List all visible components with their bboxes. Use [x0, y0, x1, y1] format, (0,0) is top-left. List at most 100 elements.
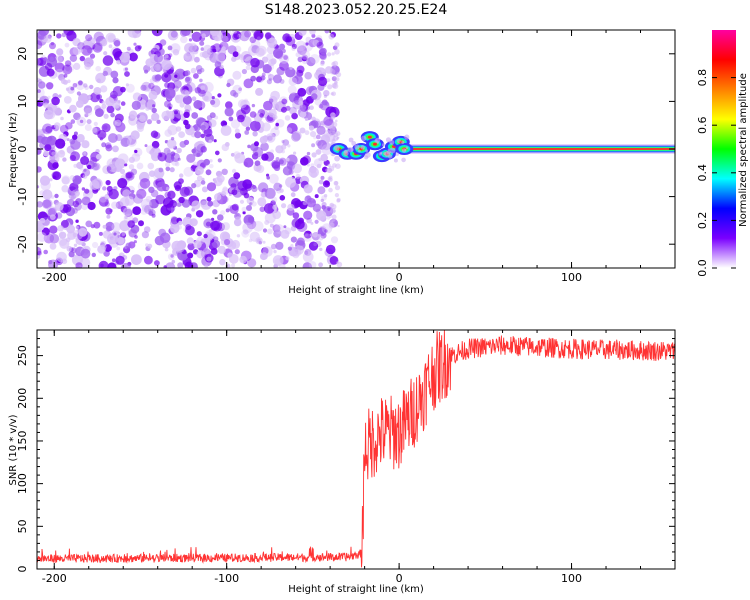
heatmap-cell: [79, 55, 86, 62]
heatmap-cell: [153, 170, 164, 181]
heatmap-cell: [335, 77, 340, 82]
heatmap-cell: [246, 205, 252, 211]
heatmap-cell: [309, 200, 313, 204]
heatmap-cell: [131, 100, 141, 110]
heatmap-cell: [154, 235, 165, 246]
heatmap-cell: [262, 240, 266, 244]
heatmap-cell: [320, 61, 325, 66]
heatmap-cell: [291, 112, 298, 120]
heatmap-cell: [343, 150, 349, 156]
heatmap-cell: [311, 116, 316, 122]
heatmap-cell: [113, 186, 118, 191]
heatmap-cell: [72, 200, 80, 208]
heatmap-cell: [148, 150, 153, 155]
heatmap-cell: [329, 256, 339, 265]
heatmap-cell: [148, 82, 155, 90]
heatmap-cell: [332, 209, 336, 213]
heatmap-cell: [278, 184, 283, 188]
heatmap-cell: [334, 76, 336, 79]
heatmap-cell: [128, 164, 135, 170]
heatmap-cell: [145, 195, 152, 203]
colorbar-tick-label: 0.4: [696, 164, 709, 182]
heatmap-cell: [244, 130, 250, 135]
heatmap-cell: [271, 159, 281, 169]
heatmap-cell: [234, 249, 240, 255]
heatmap-cell: [270, 58, 277, 65]
heatmap-cell: [318, 262, 323, 268]
heatmap-cell: [87, 164, 92, 170]
heatmap-cell: [110, 70, 119, 79]
heatmap-cell: [280, 106, 287, 113]
heatmap-cell: [93, 42, 103, 51]
heatmap-cell: [174, 161, 180, 167]
heatmap-cell: [215, 150, 220, 156]
heatmap-cell: [103, 113, 109, 119]
heatmap-cell: [117, 237, 125, 245]
heatmap-cell: [58, 94, 62, 98]
heatmap-cell: [234, 132, 242, 139]
heatmap-cell: [261, 56, 269, 63]
heatmap-cell: [320, 175, 325, 180]
heatmap-cell: [232, 70, 242, 80]
heatmap-cell: [150, 189, 159, 198]
heatmap-cell: [242, 179, 253, 190]
heatmap-cell: [203, 44, 212, 53]
heatmap-cell: [147, 243, 153, 249]
heatmap-cell: [56, 251, 67, 263]
heatmap-cell: [320, 153, 329, 162]
heatmap-cell: [126, 46, 131, 51]
snr-y-axis-label: SNR (10 * v/v): [8, 414, 19, 485]
heatmap-cell: [328, 165, 335, 172]
heatmap-cell: [334, 49, 340, 55]
heatmap-cell: [164, 54, 169, 59]
heatmap-cell: [167, 253, 175, 261]
heatmap-cell: [335, 119, 338, 123]
heatmap-cell: [120, 86, 126, 93]
heatmap-cell: [204, 264, 209, 268]
heatmap-cell: [270, 90, 280, 101]
heatmap-cell: [207, 200, 214, 207]
heatmap-cell: [200, 133, 205, 139]
heatmap-cell: [146, 119, 152, 125]
heatmap-cell: [201, 186, 208, 193]
heatmap-cell: [69, 104, 77, 113]
heatmap-cell: [56, 48, 64, 56]
heatmap-cell: [234, 216, 241, 223]
colorbar-tick-label: 0.6: [696, 116, 709, 134]
heatmap-cell: [210, 248, 218, 255]
heatmap-cell: [282, 166, 293, 176]
heatmap-cell: [114, 119, 122, 127]
heatmap-cell: [164, 247, 169, 252]
heatmap-cell: [195, 166, 204, 175]
heatmap-cell: [329, 69, 336, 75]
heatmap-cell: [92, 241, 99, 249]
heatmap-cell: [303, 232, 308, 237]
heatmap-cell: [164, 100, 171, 108]
heatmap-cell: [121, 231, 126, 236]
heatmap-cell: [271, 161, 281, 170]
heatmap-cell: [203, 233, 208, 239]
heatmap-cell: [321, 195, 327, 201]
heatmap-cell: [199, 40, 205, 46]
heatmap-cell: [95, 108, 104, 117]
heatmap-cell: [123, 67, 128, 72]
heatmap-cell: [278, 43, 286, 50]
heatmap-cell: [221, 168, 228, 175]
heatmap-cell: [193, 100, 203, 109]
heatmap-cell: [313, 242, 318, 247]
heatmap-cell: [47, 95, 51, 99]
heatmap-cell: [111, 258, 116, 263]
heatmap-cell: [137, 181, 147, 191]
heatmap-cell: [257, 197, 267, 207]
heatmap-cell: [55, 138, 66, 149]
heatmap-cell: [149, 78, 156, 84]
heatmap-cell: [66, 138, 70, 142]
heatmap-cell: [200, 85, 206, 91]
heatmap-cell: [211, 220, 223, 232]
heatmap-cell: [262, 64, 272, 74]
heatmap-cells: [37, 30, 675, 268]
heatmap-cell: [308, 125, 315, 131]
heatmap-cell: [333, 145, 340, 151]
heatmap-cell: [248, 238, 253, 243]
heatmap-cell: [106, 105, 115, 114]
